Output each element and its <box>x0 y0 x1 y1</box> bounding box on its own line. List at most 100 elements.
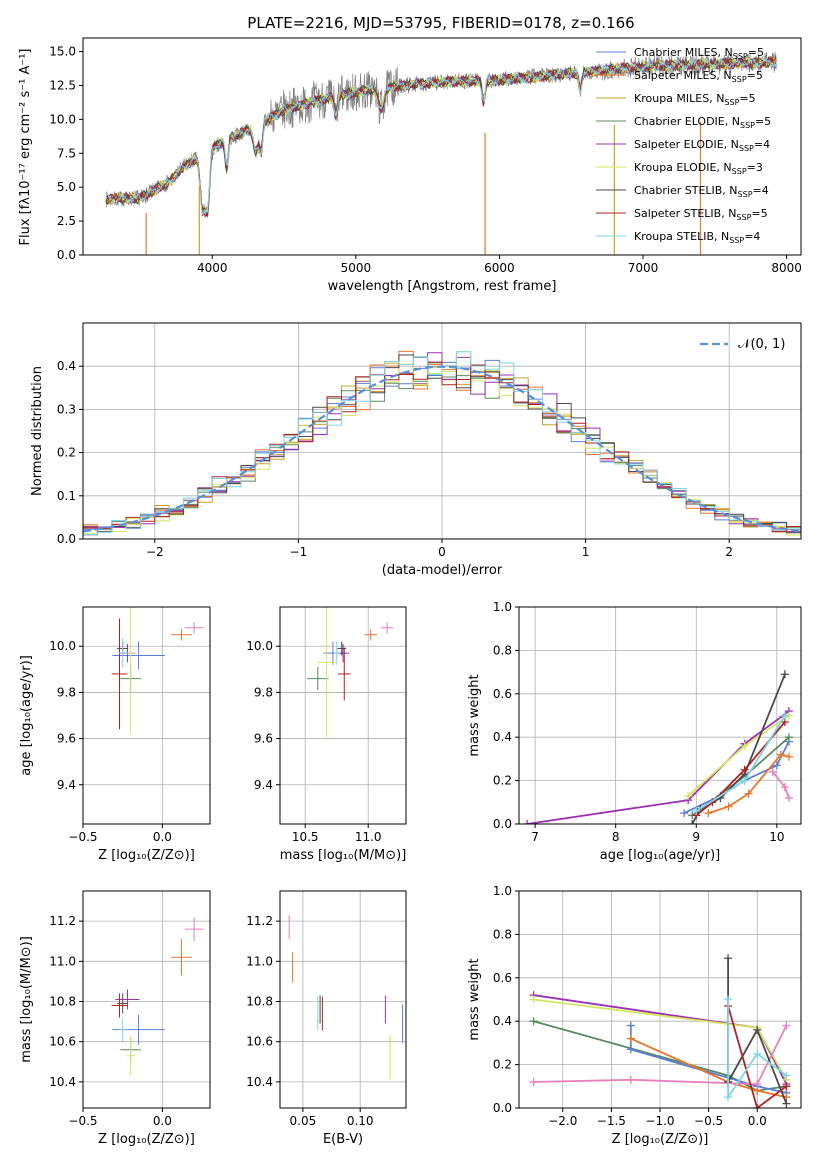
legend-label: Kroupa MILES, NSSP=5 <box>634 92 756 107</box>
y-tick-label: 9.4 <box>57 778 76 792</box>
legend-label: Salpeter ELODIE, NSSP=4 <box>634 138 770 153</box>
normal-distribution-curve <box>83 365 801 533</box>
y-tick-label: 10.6 <box>49 1035 76 1049</box>
legend-label: 𝒩(0, 1) <box>738 337 785 352</box>
x-tick-label: 0.0 <box>153 1114 172 1128</box>
y-tick-label: 0.0 <box>57 532 76 546</box>
x-tick-label: 9 <box>692 830 700 844</box>
legend-value: =3 <box>747 161 763 174</box>
mass-weight-marker <box>784 793 793 802</box>
mass-weight-marker <box>626 1034 635 1043</box>
x-axis-label: (data-model)/error <box>382 563 503 578</box>
y-tick-label: 0.0 <box>57 248 76 262</box>
y-tick-label: 9.8 <box>254 685 273 699</box>
x-tick-label: 11.0 <box>355 830 382 844</box>
legend-value: =5 <box>751 207 767 220</box>
x-tick-label: 6000 <box>484 261 515 275</box>
mass-weight-marker <box>740 776 749 785</box>
mass-weight-marker <box>740 765 749 774</box>
y-tick-label: 10.0 <box>49 112 76 126</box>
mass-weight-marker <box>753 1049 762 1058</box>
mass-weight-marker <box>724 954 733 963</box>
legend-label: Chabrier MILES, NSSP=5 <box>634 46 764 61</box>
legend-subscript: SSP <box>739 144 754 153</box>
y-tick-label: 15.0 <box>49 45 76 59</box>
mass-weight-marker <box>529 1017 538 1026</box>
x-tick-label: −1 <box>290 545 308 559</box>
mass-weight-marker <box>684 791 693 800</box>
axes-frame <box>82 890 211 1109</box>
y-axis-label: Normed distribution <box>30 366 45 496</box>
y-tick-label: 9.6 <box>57 732 76 746</box>
chart-title: PLATE=2216, MJD=53795, FIBERID=0178, z=0… <box>247 14 634 32</box>
y-tick-label: 0.6 <box>493 687 512 701</box>
y-tick-label: 10.4 <box>246 1075 273 1089</box>
x-tick-label: 0.0 <box>153 830 172 844</box>
x-axis-label: age [log₁₀(age/yr)] <box>600 848 721 863</box>
mass-weight-marker <box>724 995 733 1004</box>
legend-label: Kroupa STELIB, NSSP=4 <box>634 230 760 245</box>
legend-value: =4 <box>744 230 760 243</box>
axes-frame <box>82 322 802 540</box>
mass-weight-marker <box>776 750 785 759</box>
legend-subscript: SSP <box>738 190 753 199</box>
y-tick-label: 10.0 <box>49 639 76 653</box>
panel-residuals: −2 −1 0 1 2 0.0 0.1 0.2 0.3 0.4 𝒩(0, 1) (data-model… <box>30 322 802 578</box>
y-tick-label: 0.0 <box>493 1101 512 1115</box>
x-tick-label: 4000 <box>197 261 228 275</box>
mass-weight-marker <box>782 1071 791 1080</box>
x-tick-label: −2.0 <box>548 1114 577 1128</box>
mass-weight-marker <box>626 1075 635 1084</box>
legend-value: =5 <box>747 69 763 82</box>
y-axis-label: age [log₁₀(age/yr)] <box>19 655 34 776</box>
axes-frame <box>82 37 802 256</box>
y-tick-label: 10.6 <box>246 1035 273 1049</box>
y-tick-label: 11.2 <box>49 914 76 928</box>
y-tick-label: 1.0 <box>493 600 512 614</box>
mass-weight-marker <box>780 670 789 679</box>
legend-subscript: SSP <box>732 75 747 84</box>
y-tick-label: 12.5 <box>49 78 76 92</box>
mass-weight-marker <box>782 1099 791 1108</box>
mass-weight-marker <box>704 809 713 818</box>
y-tick-label: 0.0 <box>493 817 512 831</box>
legend: Chabrier MILES, NSSP=5 Salpeter MILES, NS… <box>596 46 771 245</box>
y-axis-label: mass weight <box>467 674 482 756</box>
mass-weight-marker <box>768 767 777 776</box>
x-tick-label: 0.05 <box>290 1114 317 1128</box>
x-tick-label: −1.5 <box>597 1114 626 1128</box>
mass-weight-marker <box>626 1021 635 1030</box>
mass-weight-marker <box>780 711 789 720</box>
y-tick-label: 0.8 <box>493 643 512 657</box>
y-axis-label: mass weight <box>467 958 482 1040</box>
model-spectrum-line-kroupa_stelib <box>105 56 777 216</box>
legend-label: Chabrier STELIB, NSSP=4 <box>634 184 769 199</box>
x-tick-label: 2 <box>725 545 733 559</box>
mass-weight-marker <box>529 1077 538 1086</box>
panel-mass_vs_Z: −0.5 0.0 10.4 10.6 10.8 11.0 11.2 Z [log₁₀(Z/Z⊙… <box>19 890 211 1147</box>
mass-weight-line-salpeter_stelib <box>695 721 786 817</box>
legend-subscript: SSP <box>724 98 739 107</box>
y-tick-label: 7.5 <box>57 146 76 160</box>
axes-frame <box>279 890 407 1109</box>
mass-weight-marker <box>688 820 697 824</box>
x-tick-label: 8 <box>612 830 620 844</box>
x-tick-label: 10 <box>769 830 784 844</box>
y-tick-label: 0.2 <box>493 1058 512 1072</box>
y-tick-label: 0.2 <box>57 446 76 460</box>
y-tick-label: 0.1 <box>57 489 76 503</box>
y-tick-label: 0.4 <box>57 359 76 373</box>
legend-subscript: SSP <box>733 52 748 61</box>
panel-massweight_vs_age: 7 8 9 10 0.0 0.2 0.4 0.6 0.8 1.0 age [log₁₀(age/yr… <box>467 600 802 863</box>
x-axis-label: Z [log₁₀(Z/Z⊙)] <box>98 848 195 863</box>
mass-weight-marker <box>680 809 689 818</box>
x-tick-label: 5000 <box>341 261 372 275</box>
mass-weight-line-salpeter_miles <box>630 1037 787 1099</box>
mass-weight-marker <box>784 752 793 761</box>
x-tick-label: 10.5 <box>292 830 319 844</box>
mass-weight-marker <box>753 1025 762 1034</box>
x-tick-label: 0.10 <box>347 1114 374 1128</box>
axes-frame <box>82 606 211 825</box>
legend-label: Salpeter STELIB, NSSP=5 <box>634 207 768 222</box>
